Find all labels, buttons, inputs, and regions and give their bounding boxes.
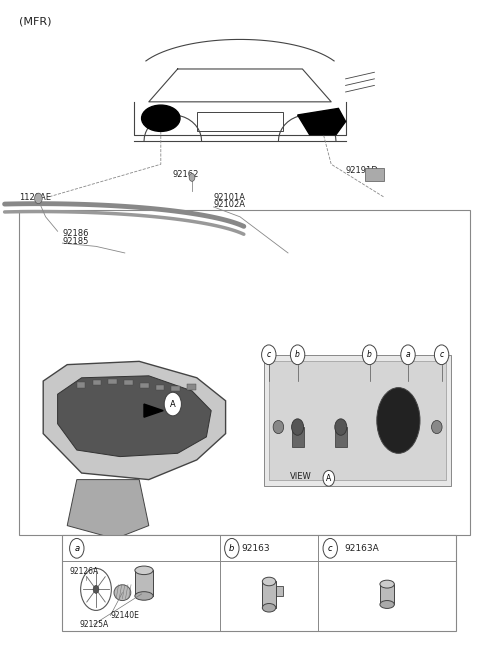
- Circle shape: [362, 345, 377, 365]
- Circle shape: [434, 345, 449, 365]
- Ellipse shape: [292, 419, 304, 436]
- Circle shape: [323, 539, 337, 558]
- Text: 92140E: 92140E: [110, 611, 139, 620]
- Circle shape: [164, 392, 181, 416]
- Text: (MFR): (MFR): [19, 16, 52, 26]
- Circle shape: [225, 539, 239, 558]
- Circle shape: [401, 345, 415, 365]
- Circle shape: [189, 173, 195, 181]
- Polygon shape: [298, 108, 346, 135]
- Polygon shape: [67, 480, 149, 539]
- Bar: [156, 385, 164, 390]
- Bar: [292, 427, 304, 447]
- Bar: [93, 380, 101, 385]
- Ellipse shape: [335, 419, 347, 436]
- Bar: [108, 379, 117, 384]
- Circle shape: [70, 539, 84, 558]
- Text: b: b: [229, 544, 235, 553]
- Text: a: a: [406, 350, 410, 359]
- Bar: [62, 535, 456, 631]
- Ellipse shape: [262, 578, 276, 586]
- Text: 92186: 92186: [62, 229, 89, 238]
- Text: 92191D: 92191D: [346, 166, 378, 175]
- Ellipse shape: [114, 585, 131, 600]
- Ellipse shape: [377, 388, 420, 453]
- Ellipse shape: [262, 604, 276, 612]
- Ellipse shape: [135, 592, 153, 600]
- Text: 92126A: 92126A: [70, 567, 99, 576]
- Bar: [365, 168, 384, 181]
- Bar: [276, 586, 283, 596]
- Text: A: A: [326, 474, 331, 483]
- Ellipse shape: [380, 580, 395, 588]
- Bar: [19, 210, 470, 535]
- Ellipse shape: [142, 105, 180, 131]
- Bar: [197, 112, 283, 131]
- Text: c: c: [328, 544, 333, 553]
- Bar: [335, 427, 347, 447]
- Text: 92125A: 92125A: [79, 620, 108, 629]
- Text: 92163A: 92163A: [344, 544, 379, 553]
- Text: 92162: 92162: [173, 170, 199, 179]
- Circle shape: [323, 470, 335, 486]
- Bar: [135, 570, 153, 596]
- Ellipse shape: [380, 600, 395, 608]
- Bar: [77, 382, 85, 388]
- Bar: [187, 384, 196, 390]
- Text: 92102A: 92102A: [214, 200, 246, 210]
- Text: 92101A: 92101A: [214, 193, 246, 202]
- Text: c: c: [440, 350, 444, 359]
- Text: VIEW: VIEW: [290, 472, 312, 481]
- Text: 92190G: 92190G: [86, 408, 119, 417]
- Text: b: b: [295, 350, 300, 359]
- Circle shape: [93, 585, 99, 593]
- Text: c: c: [267, 350, 271, 359]
- Bar: [269, 361, 446, 480]
- Polygon shape: [43, 361, 226, 480]
- Bar: [140, 382, 148, 388]
- Ellipse shape: [135, 566, 153, 575]
- Text: A: A: [170, 399, 176, 409]
- Text: 92163: 92163: [241, 544, 270, 553]
- Polygon shape: [58, 376, 211, 457]
- Ellipse shape: [273, 420, 284, 434]
- Text: b: b: [367, 350, 372, 359]
- Circle shape: [35, 193, 42, 204]
- Ellipse shape: [432, 420, 442, 434]
- Bar: [124, 380, 133, 386]
- Bar: [380, 584, 395, 604]
- Text: 92185: 92185: [62, 237, 89, 246]
- Circle shape: [262, 345, 276, 365]
- Text: 1120AE: 1120AE: [19, 193, 51, 202]
- Circle shape: [290, 345, 305, 365]
- Bar: [264, 355, 451, 486]
- Bar: [171, 386, 180, 391]
- Polygon shape: [144, 404, 163, 417]
- Circle shape: [81, 568, 111, 610]
- Text: a: a: [74, 544, 79, 553]
- Bar: [262, 581, 276, 608]
